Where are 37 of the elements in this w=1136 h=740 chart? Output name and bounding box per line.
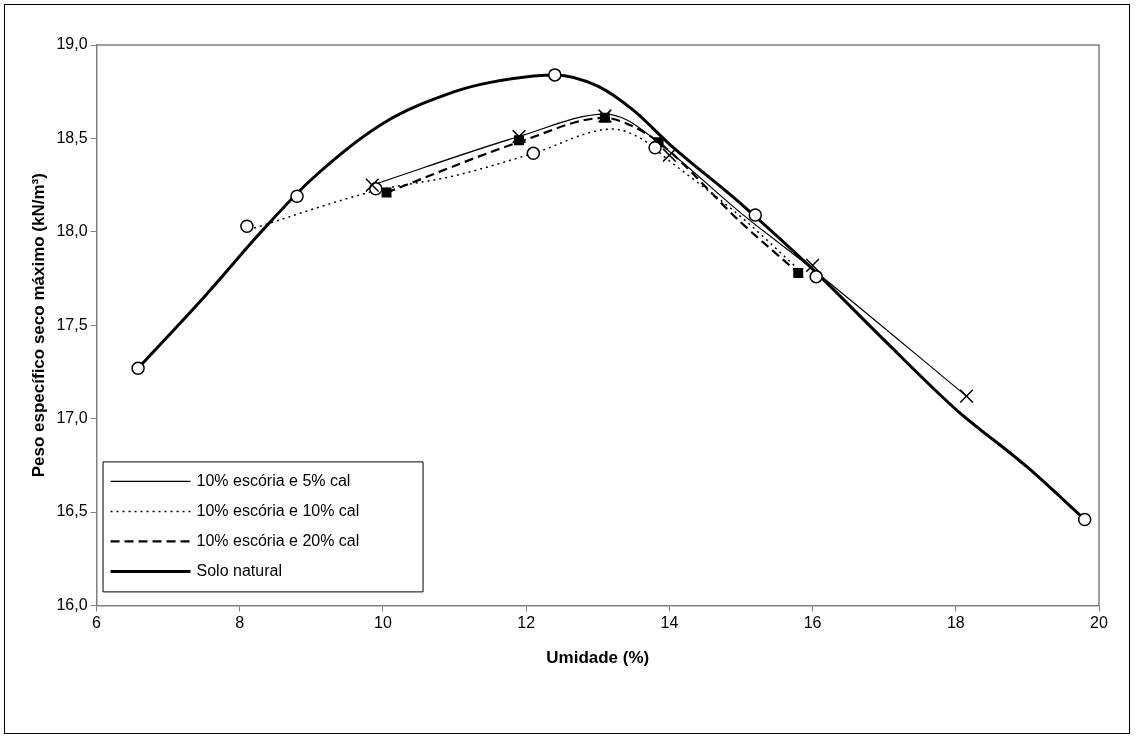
point — [809, 269, 823, 284]
legend-label: Solo natural — [196, 561, 282, 579]
y-tick-label: 18,0 — [56, 222, 88, 240]
point — [959, 389, 974, 404]
y-tick-label: 16,5 — [56, 502, 88, 520]
x-tick-label: 20 — [1090, 614, 1108, 632]
point — [131, 361, 145, 375]
x-tick-label: 14 — [660, 614, 679, 632]
legend-label: 10% escória e 5% cal — [196, 471, 351, 489]
y-tick-label: 17,0 — [56, 409, 88, 427]
y-tick-label: 19,0 — [56, 35, 88, 53]
y-tick-label: 16,0 — [56, 595, 88, 613]
y-tick-label: 17,5 — [56, 315, 88, 333]
x-tick-label: 6 — [92, 614, 102, 632]
x-tick-label: 18 — [946, 614, 965, 632]
point — [1077, 512, 1092, 527]
point — [648, 140, 662, 155]
point — [793, 267, 804, 278]
x-tick-label: 8 — [235, 614, 245, 632]
point — [290, 189, 304, 204]
point — [748, 208, 763, 222]
x-tick-label: 12 — [517, 614, 536, 632]
legend-label: 10% escória e 20% cal — [196, 531, 360, 549]
point — [381, 187, 392, 198]
point — [805, 258, 820, 273]
x-tick-label: 10 — [374, 614, 392, 632]
y-axis-title: Peso específico seco máximo (kN/m³) — [28, 173, 48, 478]
point — [240, 219, 254, 233]
x-tick-label: 16 — [803, 614, 822, 632]
point — [365, 177, 380, 193]
x-axis-title: Umidade (%) — [546, 648, 650, 668]
y-tick-label: 18,5 — [56, 128, 88, 146]
legend-label: 10% escória e 10% cal — [196, 501, 360, 519]
point — [662, 148, 677, 163]
point — [548, 68, 562, 82]
point — [526, 146, 541, 161]
point — [511, 129, 527, 144]
